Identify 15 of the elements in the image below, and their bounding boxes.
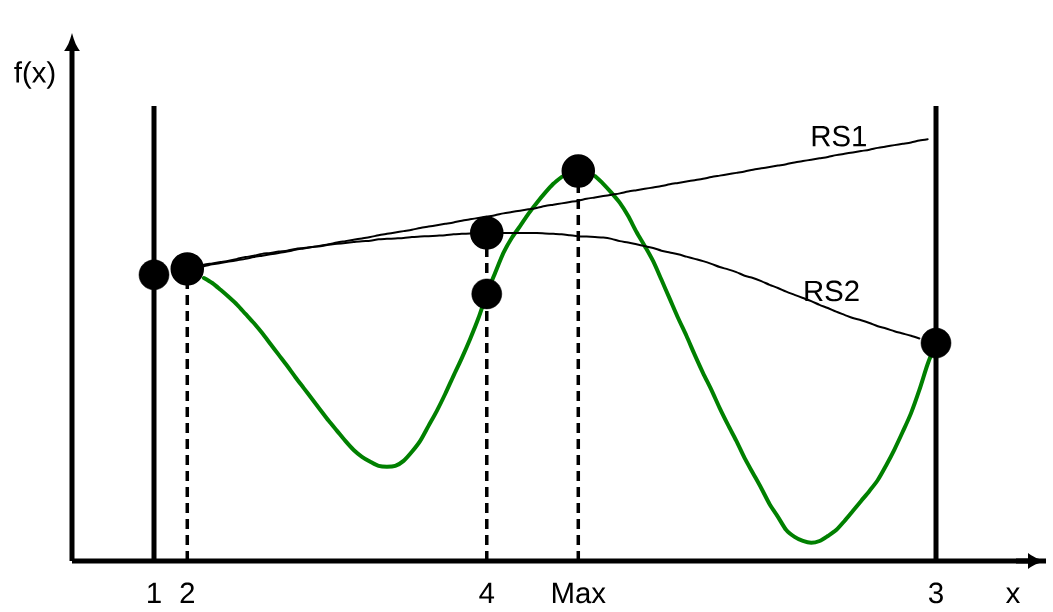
- x-axis-title: x: [1005, 587, 1020, 603]
- x-tick-label: 2: [180, 582, 194, 603]
- point: [138, 259, 170, 291]
- x-tick-label: 4: [479, 582, 495, 603]
- x-tick-label: 1: [148, 582, 161, 603]
- x-tick-label: 3: [928, 582, 943, 604]
- point: [471, 278, 503, 310]
- x-tick-label: Max: [552, 582, 606, 604]
- point: [920, 327, 952, 359]
- point: [561, 154, 596, 188]
- series-label: RS1: [812, 125, 866, 147]
- point: [470, 216, 504, 250]
- series-label: RS2: [805, 280, 859, 302]
- point: [170, 252, 205, 286]
- y-axis-title: f(x): [14, 61, 55, 89]
